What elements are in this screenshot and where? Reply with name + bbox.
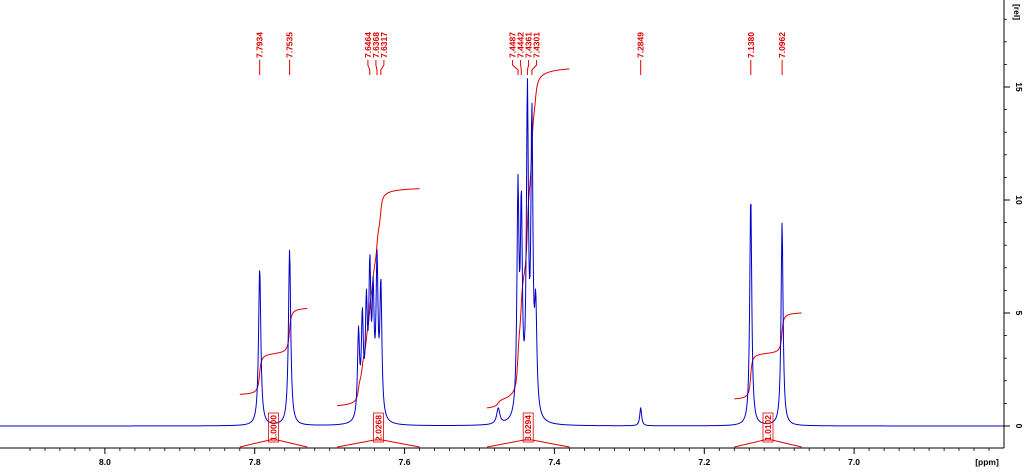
peak-label: 7.1380 bbox=[746, 32, 756, 58]
spectrum-line bbox=[0, 78, 1004, 427]
integral-value: 1.0000 bbox=[269, 415, 279, 441]
integral-bracket bbox=[734, 439, 802, 448]
integral-value: 1.0102 bbox=[763, 415, 773, 441]
integral-curve bbox=[239, 307, 308, 395]
x-tick-label: 7.2 bbox=[698, 457, 710, 467]
integral-value: 3.0294 bbox=[523, 415, 533, 441]
peak-label: 7.4301 bbox=[532, 32, 542, 58]
integral-bracket bbox=[486, 439, 570, 448]
peak-label: 7.4487 bbox=[508, 32, 518, 58]
peak-label: 7.4442 bbox=[516, 32, 526, 58]
peak-label: 7.7934 bbox=[255, 32, 265, 58]
peak-leader-line bbox=[531, 60, 538, 75]
peak-label: 7.2849 bbox=[636, 32, 646, 58]
peak-leader-line bbox=[526, 60, 530, 75]
x-tick-label: 8.0 bbox=[99, 457, 111, 467]
x-axis-label: [ppm] bbox=[975, 457, 999, 467]
y-tick-label: 5 bbox=[1014, 311, 1024, 316]
x-tick-label: 7.6 bbox=[399, 457, 411, 467]
integral-value-box bbox=[522, 412, 534, 443]
integral-value-box bbox=[762, 412, 774, 443]
integral-brackets: 1.0000 2.0268 3.0294 1.0102 bbox=[239, 412, 802, 448]
integral-bracket bbox=[337, 439, 420, 448]
peak-label: 7.0962 bbox=[777, 32, 787, 58]
spectrum bbox=[0, 78, 1004, 427]
peak-leader-line bbox=[520, 60, 522, 75]
peak-leader-line bbox=[367, 60, 371, 75]
x-tick-label: 7.8 bbox=[249, 457, 261, 467]
integral-bracket bbox=[239, 439, 308, 448]
x-tick-label: 7.0 bbox=[848, 457, 860, 467]
y-axis-label: [rel] bbox=[1012, 4, 1022, 20]
integral-value: 2.0268 bbox=[373, 415, 383, 441]
integral-value-box bbox=[372, 412, 384, 443]
peak-label: 7.6464 bbox=[363, 32, 373, 58]
y-tick-label: 15 bbox=[1014, 82, 1024, 92]
x-tick-label: 7.4 bbox=[548, 457, 560, 467]
integral-curve bbox=[337, 188, 420, 407]
integral-value-box bbox=[268, 412, 279, 443]
y-tick-label: 0 bbox=[1014, 424, 1024, 429]
peak-label: 7.4361 bbox=[524, 32, 534, 58]
peak-leader-line bbox=[380, 60, 385, 75]
peak-label: 7.7535 bbox=[285, 32, 295, 58]
peak-leader-line bbox=[375, 60, 378, 75]
peak-leader-line bbox=[512, 60, 519, 75]
peak-label: 7.6317 bbox=[379, 32, 389, 58]
y-tick-label: 10 bbox=[1014, 195, 1024, 205]
peak-label: 7.6368 bbox=[371, 32, 381, 58]
integral-curve bbox=[734, 312, 802, 400]
